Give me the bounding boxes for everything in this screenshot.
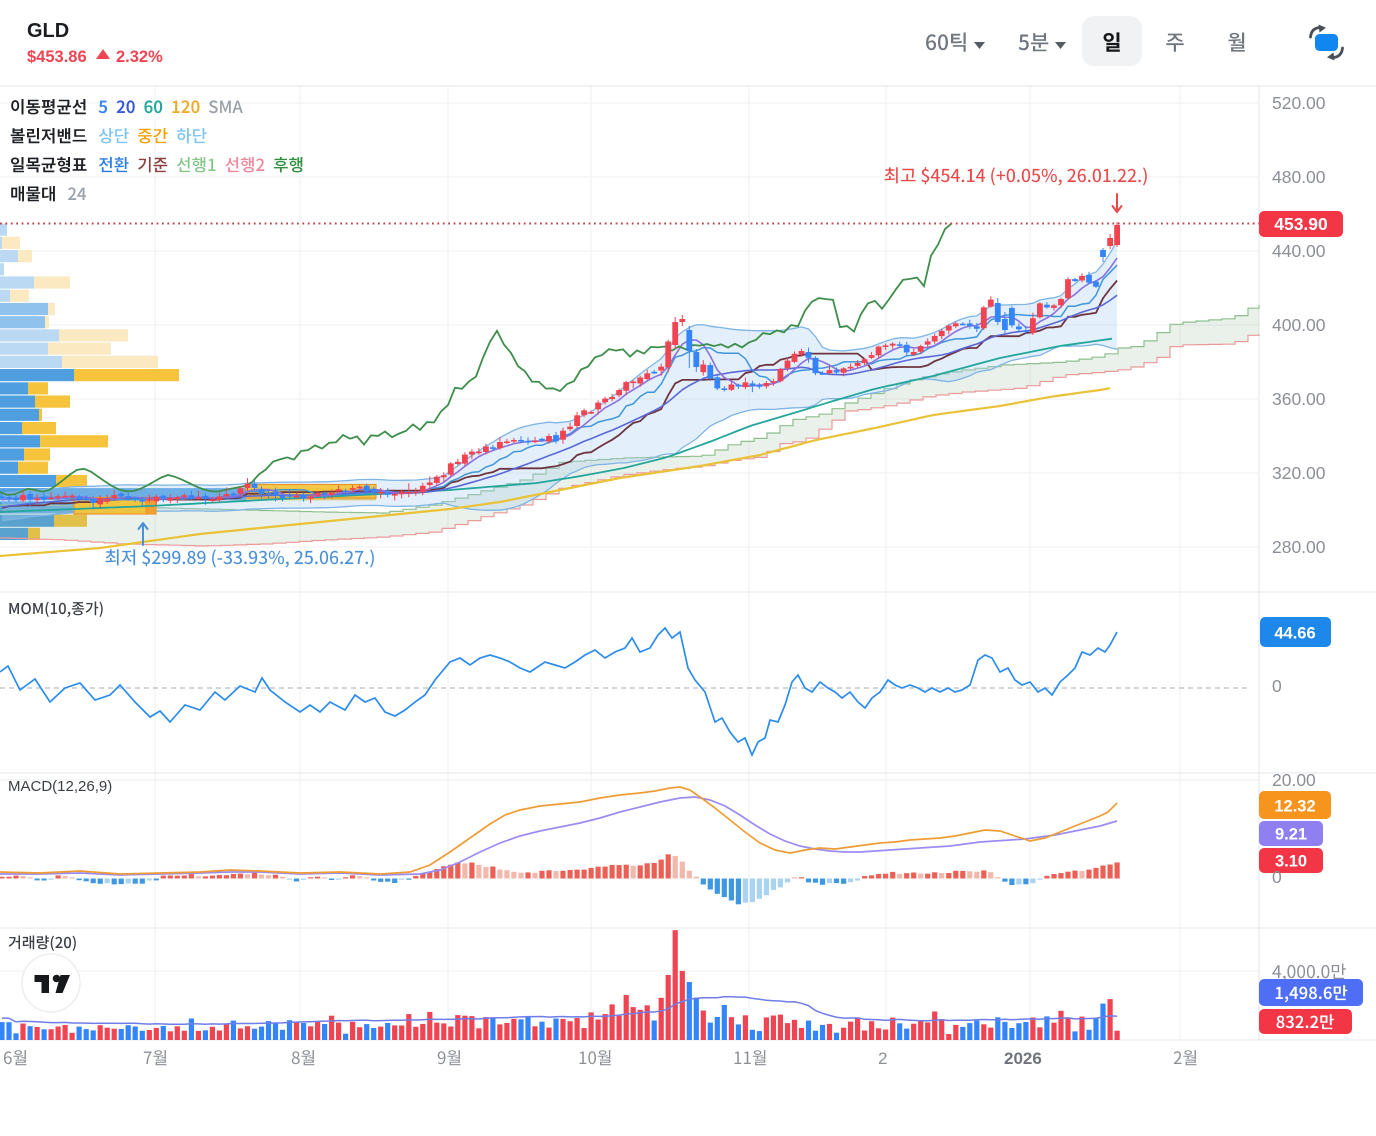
svg-text:0: 0 bbox=[1272, 676, 1282, 696]
svg-text:280.00: 280.00 bbox=[1272, 537, 1326, 557]
svg-text:2: 2 bbox=[878, 1049, 887, 1068]
svg-text:520.00: 520.00 bbox=[1272, 93, 1326, 113]
svg-text:3.10: 3.10 bbox=[1275, 853, 1307, 871]
svg-text:$453.86: $453.86 bbox=[27, 48, 87, 66]
svg-text:360.00: 360.00 bbox=[1272, 389, 1326, 409]
svg-text:480.00: 480.00 bbox=[1272, 167, 1326, 187]
svg-text:400.00: 400.00 bbox=[1272, 315, 1326, 335]
svg-text:0: 0 bbox=[1272, 867, 1282, 887]
svg-text:9.21: 9.21 bbox=[1275, 826, 1307, 844]
svg-text:440.00: 440.00 bbox=[1272, 241, 1326, 261]
svg-text:2.32%: 2.32% bbox=[116, 48, 163, 66]
svg-text:453.90: 453.90 bbox=[1274, 214, 1328, 234]
svg-text:GLD: GLD bbox=[27, 20, 69, 42]
svg-text:320.00: 320.00 bbox=[1272, 463, 1326, 483]
svg-text:20.00: 20.00 bbox=[1272, 770, 1316, 790]
svg-text:12.32: 12.32 bbox=[1274, 798, 1315, 816]
svg-text:MACD(12,26,9): MACD(12,26,9) bbox=[8, 778, 112, 795]
svg-text:2026: 2026 bbox=[1004, 1049, 1042, 1068]
svg-text:44.66: 44.66 bbox=[1274, 625, 1315, 643]
